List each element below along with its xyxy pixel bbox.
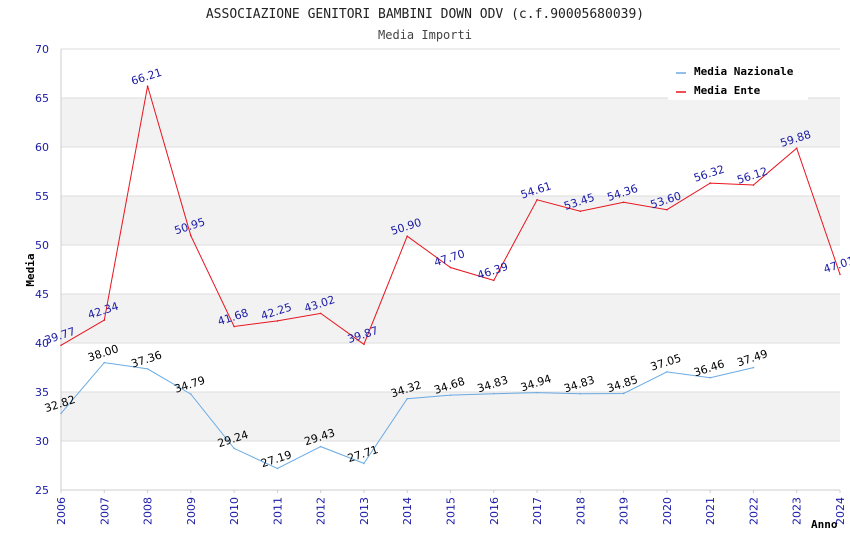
y-axis-label: Media [24,253,37,286]
data-point-media-nazionale [406,397,409,400]
grid-band [61,147,840,196]
data-point-media-nazionale [449,394,452,396]
x-tick-label: 2024 [834,497,847,525]
x-tick-label: 2013 [358,497,371,525]
data-point-media-nazionale [146,368,149,370]
y-tick-label: 60 [35,141,49,154]
y-tick-label: 30 [35,435,49,448]
grid-band [61,294,840,343]
data-point-media-ente [146,85,149,87]
grid-band [61,196,840,245]
y-tick-labels: 25 30 35 40 45 50 55 60 65 70 [35,43,49,497]
grid-band [61,343,840,392]
data-point-media-ente [709,182,711,184]
legend: Media Nazionale Media Ente [668,60,808,100]
x-tick-label: 2014 [401,497,414,525]
grid-band [61,245,840,294]
series-lines [60,85,841,470]
data-point-media-ente [752,184,755,186]
y-tick-label: 45 [35,288,49,301]
x-tick-label: 2007 [98,497,111,525]
chart-subtitle: Media Importi [378,28,472,42]
data-point-media-nazionale [233,447,235,450]
x-tick-label: 2016 [488,497,501,525]
x-tick-label: 2010 [228,497,241,525]
x-tick-label: 2022 [747,497,760,525]
data-point-media-nazionale [276,467,279,470]
data-point-media-nazionale [622,392,625,395]
x-tick-label: 2023 [791,497,804,525]
data-point-media-ente [492,279,495,282]
data-point-media-ente [319,312,322,315]
data-point-media-nazionale [666,371,668,373]
x-axis-label: Anno [811,518,838,531]
data-point-media-nazionale [60,412,62,415]
x-tick-label: 2015 [445,497,458,525]
grid-band [61,441,840,490]
x-tick-label: 2021 [704,497,717,525]
x-tick-label: 2009 [185,497,198,525]
y-tick-label: 25 [35,484,49,497]
x-tick-label: 2017 [531,497,544,525]
y-tick-label: 50 [35,239,49,252]
x-tick-label: 2019 [618,497,631,525]
grid-band [61,392,840,441]
legend-label-media-nazionale: Media Nazionale [694,65,794,78]
x-tick-label: 2008 [142,497,155,525]
x-tick-label: 2018 [574,497,587,525]
data-point-media-nazionale [579,392,582,395]
x-tick-label: 2012 [315,497,328,525]
data-point-media-ente [103,319,106,321]
data-point-media-ente [406,235,409,237]
data-point-media-ente [363,343,365,346]
x-tick-label: 2020 [661,497,674,525]
y-tick-label: 35 [35,386,49,399]
x-tick-label: 2011 [271,497,284,525]
y-tick-label: 70 [35,43,49,56]
y-tick-label: 65 [35,92,49,105]
data-point-media-ente [276,320,279,322]
data-point-media-ente [60,344,62,347]
grid-bands [61,49,840,490]
data-point-media-nazionale [190,393,192,395]
y-tick-label: 40 [35,337,49,350]
y-tick-label: 55 [35,190,49,203]
x-tick-labels: 2006 2007 2008 2009 2010 2011 2012 2013 2014 2015… [55,497,847,525]
chart-title: ASSOCIAZIONE GENITORI BAMBINI DOWN ODV (… [206,7,644,22]
data-point-media-ente [233,325,235,328]
data-point-media-ente [666,208,668,211]
data-point-media-nazionale [709,376,711,379]
data-point-media-ente [449,266,452,269]
x-tick-label: 2006 [55,497,68,525]
legend-box [668,60,808,100]
data-point-media-ente [190,234,192,237]
data-point-media-nazionale [363,462,365,465]
data-point-media-nazionale [319,445,322,448]
data-point-media-ente [622,201,625,204]
data-point-media-nazionale [492,392,495,395]
grid-band [61,98,840,147]
data-point-media-nazionale [103,361,106,364]
data-point-media-ente [536,199,538,201]
legend-label-media-ente: Media Ente [694,84,761,97]
data-point-media-nazionale [752,366,755,369]
data-point-media-nazionale [536,391,538,394]
data-point-media-ente [579,210,582,212]
data-point-media-ente [839,273,841,276]
data-point-media-ente [795,147,798,149]
axes [60,49,841,493]
